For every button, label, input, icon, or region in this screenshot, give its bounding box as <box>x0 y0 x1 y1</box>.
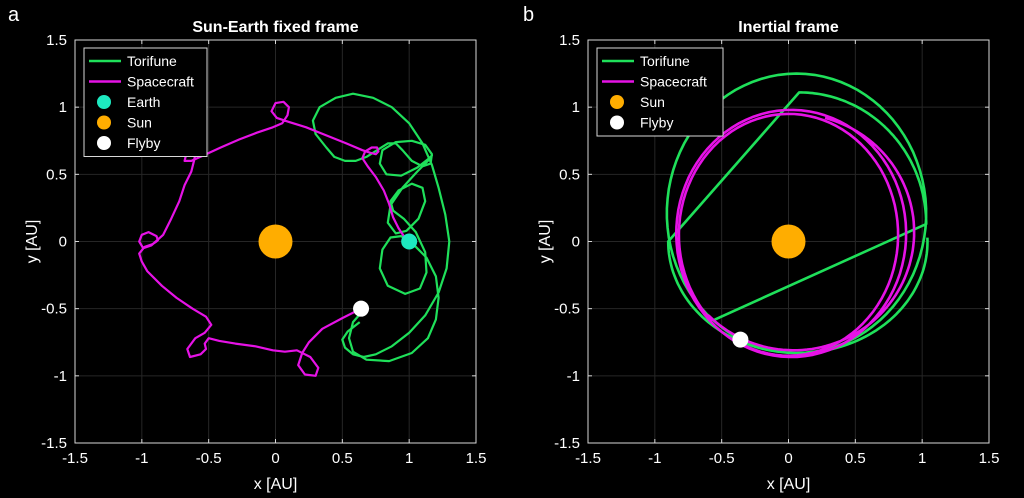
panel-b-legend-label-torifune: Torifune <box>640 53 690 69</box>
panel-a-ylabel: y [AU] <box>24 220 41 264</box>
panel-b-ytick-label-6: -1.5 <box>554 435 580 452</box>
panel-b-xlabel: x [AU] <box>767 476 811 493</box>
panel-a-title: Sun-Earth fixed frame <box>192 19 358 36</box>
panel-a-xtick-label-3: 0 <box>271 450 279 467</box>
panel-b-xtick-label-1: -1 <box>648 450 661 467</box>
panel-a-xtick-label-6: 1.5 <box>466 450 487 467</box>
panel-a-legend-swatch-earth <box>97 95 111 109</box>
panel-b-xtick-label-0: -1.5 <box>575 450 601 467</box>
panel-a-legend-swatch-sun <box>97 115 111 130</box>
panel-a-ytick-label-2: 0.5 <box>46 166 67 183</box>
panel-b-xtick-label-4: 0.5 <box>845 450 866 467</box>
panel-a-ytick-label-1: 1 <box>59 99 67 116</box>
panel-b-ytick-label-3: 0 <box>572 234 580 251</box>
panel-b-marker-sun <box>771 224 806 259</box>
panel-b-legend-label-sun: Sun <box>640 94 665 110</box>
panel-b-ytick-label-4: -0.5 <box>554 301 580 318</box>
panel-b-xtick-label-6: 1.5 <box>979 450 1000 467</box>
panel-b-letter: b <box>523 4 535 26</box>
panel-a-xtick-label-0: -1.5 <box>62 450 88 467</box>
panel-b-legend-label-flyby: Flyby <box>640 115 673 131</box>
panel-a-legend-swatch-flyby <box>97 136 111 150</box>
panel-a-legend-label-sun: Sun <box>127 115 152 131</box>
panel-a-xtick-label-2: -0.5 <box>196 450 222 467</box>
panel-b-ytick-label-0: 1.5 <box>559 32 580 49</box>
panel-b-xtick-label-5: 1 <box>918 450 926 467</box>
panel-b-series-torifune <box>665 72 929 355</box>
panel-a-marker-flyby <box>353 300 370 317</box>
panel-a-marker-earth <box>401 233 418 250</box>
panel-b-ytick-label-5: -1 <box>567 368 580 385</box>
panel-b-title: Inertial frame <box>738 19 839 36</box>
panel-a-ytick-label-6: -1.5 <box>41 435 67 452</box>
panel-b-ylabel: y [AU] <box>537 220 554 264</box>
panel-b-series-spacecraft <box>674 108 916 359</box>
panel-b-ytick-label-2: 0.5 <box>559 166 580 183</box>
panel-a-xtick-label-1: -1 <box>135 450 148 467</box>
panel-a-ytick-label-5: -1 <box>54 368 67 385</box>
panel-b-legend-swatch-sun <box>610 95 624 109</box>
panel-b-marker-flyby <box>732 331 749 348</box>
panel-a-marker-sun <box>258 224 293 259</box>
panel-a-legend-label-spacecraft: Spacecraft <box>127 74 194 90</box>
panel-a-legend-label-torifune: Torifune <box>127 53 177 69</box>
panel-a-xlabel: x [AU] <box>254 476 298 493</box>
panel-b-legend-swatch-flyby <box>610 115 624 130</box>
panel-a-ytick-label-3: 0 <box>59 234 67 251</box>
panel-b-xtick-label-2: -0.5 <box>709 450 735 467</box>
panel-b-ytick-label-1: 1 <box>572 99 580 116</box>
panel-a-legend-label-earth: Earth <box>127 94 160 110</box>
panel-a-xtick-label-5: 1 <box>405 450 413 467</box>
panel-b-legend-label-spacecraft: Spacecraft <box>640 74 707 90</box>
panel-a-series-spacecraft <box>138 100 410 377</box>
panel-a-series-torifune <box>311 92 451 363</box>
panel-b-xtick-label-3: 0 <box>784 450 792 467</box>
panel-a-ytick-label-4: -0.5 <box>41 301 67 318</box>
panel-a-xtick-label-4: 0.5 <box>332 450 353 467</box>
panel-a-letter: a <box>8 4 20 26</box>
panel-a-legend-label-flyby: Flyby <box>127 135 160 151</box>
panel-a-ytick-label-0: 1.5 <box>46 32 67 49</box>
